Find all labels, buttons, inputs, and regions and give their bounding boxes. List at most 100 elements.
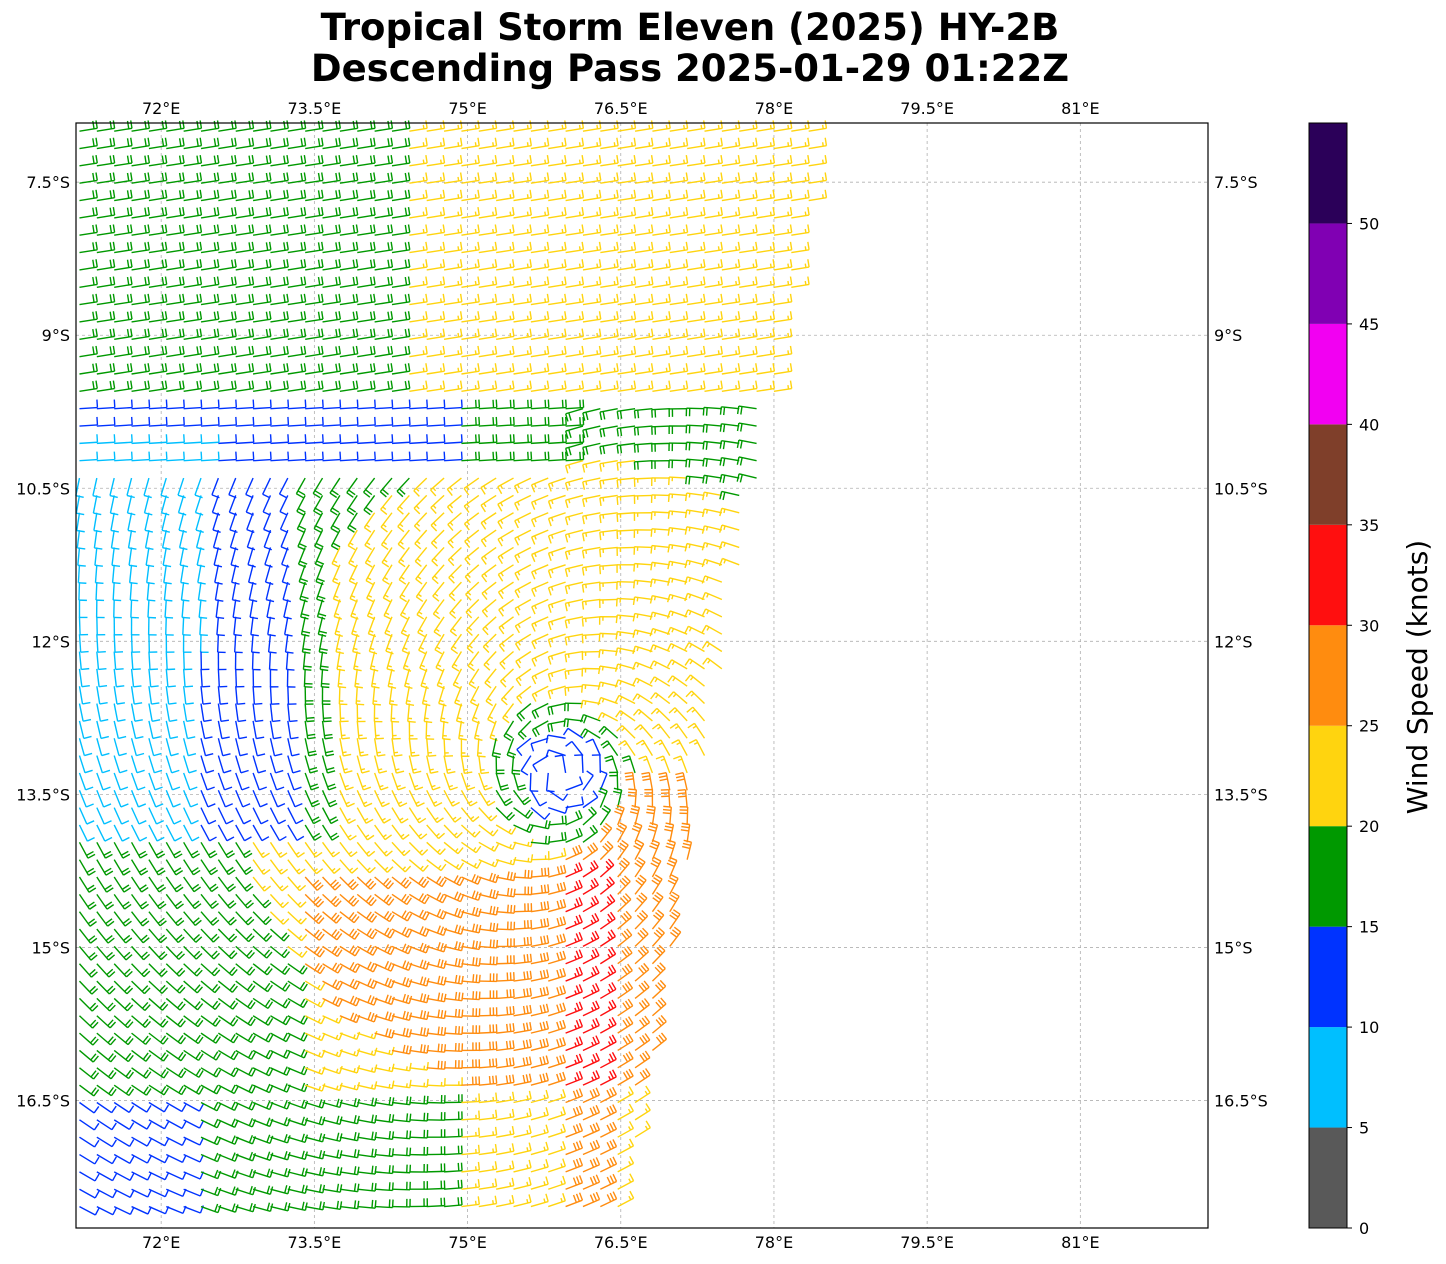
- wind-barb: [427, 1095, 445, 1103]
- wind-barb: [201, 790, 215, 807]
- wind-barb: [285, 617, 293, 636]
- wind-barb: [218, 634, 226, 652]
- wind-barb: [357, 945, 377, 955]
- wind-barb: [739, 311, 757, 322]
- wind-barb: [357, 1183, 376, 1191]
- wind-barb: [132, 998, 151, 1010]
- wind-barb: [323, 172, 341, 183]
- lat-tick-label-right: 9°S: [1214, 326, 1242, 345]
- wind-barb: [548, 172, 566, 183]
- wind-barb: [184, 894, 201, 908]
- wind-barb: [97, 1120, 116, 1130]
- wind-barb: [288, 190, 306, 201]
- wind-barb: [618, 999, 633, 1016]
- wind-barb: [201, 669, 210, 687]
- wind-barb: [600, 346, 618, 357]
- wind-barb: [79, 400, 97, 409]
- wind-barb: [97, 634, 106, 652]
- wind-barb: [670, 927, 681, 946]
- wind-barb: [288, 686, 297, 704]
- wind-barb: [583, 1036, 599, 1051]
- wind-barb: [218, 1033, 237, 1043]
- wind-barb: [548, 848, 566, 860]
- wind-barb: [114, 704, 125, 722]
- wind-barb: [444, 190, 462, 201]
- wind-barb: [145, 513, 153, 532]
- wind-barb: [479, 1178, 497, 1189]
- wind-barb: [722, 138, 740, 149]
- wind-barb: [201, 981, 220, 993]
- wind-barb: [304, 669, 312, 687]
- wind-barb: [667, 857, 677, 877]
- lat-tick-label-left: 13.5°S: [16, 785, 70, 804]
- wind-barb: [97, 1207, 117, 1215]
- wind-barb: [149, 120, 167, 131]
- wind-barb: [507, 738, 516, 758]
- wind-barb: [270, 242, 288, 253]
- wind-barb: [79, 686, 90, 704]
- wind-barb: [448, 513, 462, 531]
- wind-barb: [531, 190, 549, 201]
- wind-barb: [132, 1189, 152, 1197]
- wind-barb: [686, 459, 705, 467]
- wind-barb: [444, 277, 462, 288]
- wind-barb: [403, 652, 411, 672]
- wind-barb: [218, 894, 236, 908]
- wind-barb: [427, 120, 445, 131]
- wind-barb: [600, 225, 618, 236]
- wind-barb: [218, 346, 236, 357]
- wind-barb: [600, 155, 618, 166]
- wind-barb: [166, 1137, 186, 1145]
- wind-barb: [496, 207, 514, 218]
- wind-barb: [566, 1158, 583, 1172]
- wind-barb: [484, 652, 496, 671]
- wind-barb: [288, 1151, 307, 1160]
- wind-barb: [114, 756, 127, 773]
- wind-barb: [288, 929, 307, 941]
- wind-barb: [496, 1006, 514, 1016]
- wind-barb: [774, 155, 792, 166]
- wind-barb: [236, 1186, 256, 1195]
- wind-barb: [218, 946, 237, 958]
- wind-barb: [375, 417, 393, 426]
- wind-barb: [288, 894, 306, 907]
- wind-barb: [340, 996, 360, 1006]
- lon-tick-label-top: 76.5°E: [594, 99, 648, 118]
- wind-barb: [600, 895, 614, 912]
- wind-barb: [566, 932, 583, 946]
- wind-barb: [270, 138, 288, 149]
- wind-barb: [702, 609, 722, 617]
- wind-barb: [288, 434, 306, 443]
- wind-barb: [357, 756, 369, 773]
- wind-barb: [461, 1145, 479, 1155]
- wind-barb: [461, 756, 472, 774]
- wind-barb: [392, 825, 409, 839]
- wind-barb: [201, 1068, 221, 1077]
- wind-barb: [270, 207, 288, 218]
- wind-barb: [375, 1012, 395, 1022]
- wind-barb: [392, 381, 410, 392]
- wind-barb: [357, 790, 372, 806]
- wind-barb: [184, 1155, 204, 1162]
- wind-barb: [400, 582, 410, 602]
- wind-barb: [79, 1068, 98, 1079]
- wind-barb: [114, 381, 132, 392]
- wind-barb: [566, 984, 583, 998]
- wind-barb: [464, 478, 479, 495]
- wind-barb: [218, 686, 228, 704]
- wind-barb: [196, 513, 204, 533]
- wind-barb: [670, 138, 688, 149]
- wind-barb: [96, 582, 104, 600]
- wind-barb: [461, 346, 479, 357]
- wind-barb: [97, 277, 115, 288]
- wind-barb: [548, 120, 566, 131]
- wind-barb: [392, 452, 410, 461]
- wind-barb: [288, 825, 304, 840]
- wind-barb: [340, 756, 352, 773]
- wind-barb: [451, 634, 461, 653]
- wind-barb: [444, 1128, 462, 1137]
- wind-barb: [499, 582, 514, 599]
- wind-barb: [427, 893, 447, 903]
- wind-barb: [586, 739, 601, 755]
- wind-barb: [447, 478, 461, 495]
